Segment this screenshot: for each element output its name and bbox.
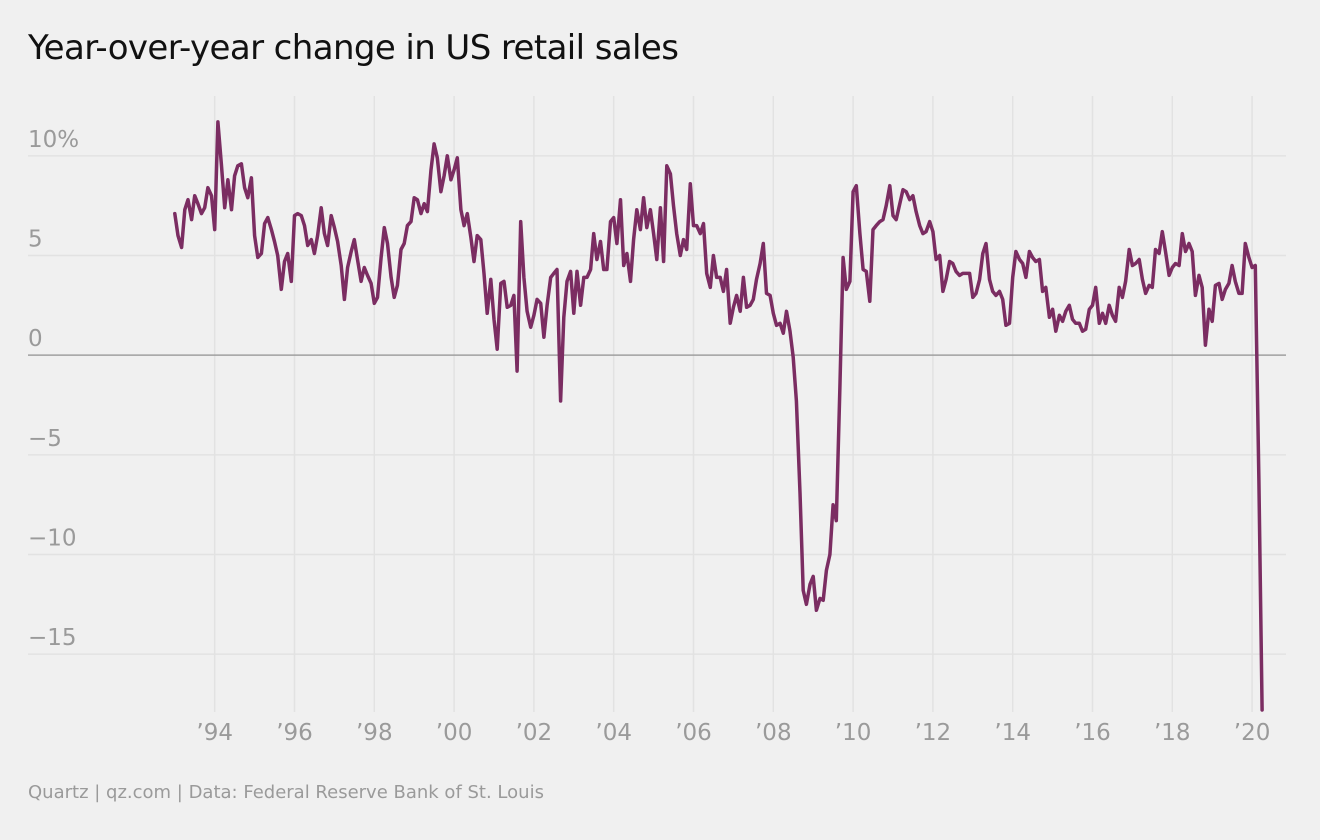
- y-tick-label: −5: [28, 426, 62, 452]
- chart-title: Year-over-year change in US retail sales: [28, 28, 679, 68]
- x-tick-label: ’94: [196, 720, 233, 746]
- y-tick-label: 0: [28, 326, 43, 352]
- x-tick-label: ’10: [835, 720, 872, 746]
- x-tick-label: ’08: [755, 720, 792, 746]
- x-tick-label: ’06: [675, 720, 712, 746]
- y-tick-label: 10%: [28, 127, 79, 153]
- y-tick-label: −10: [28, 526, 77, 552]
- x-tick-label: ’20: [1234, 720, 1271, 746]
- x-tick-label: ’02: [516, 720, 553, 746]
- series-line: [173, 120, 1264, 712]
- x-tick-label: ’14: [994, 720, 1031, 746]
- series-lines: [173, 120, 1264, 712]
- y-axis-ticks: 10% 5 0 −5 −10 −15: [28, 127, 79, 651]
- x-tick-label: ’98: [356, 720, 393, 746]
- gridlines: [28, 96, 1286, 712]
- x-tick-label: ’00: [436, 720, 473, 746]
- x-tick-label: ’18: [1154, 720, 1191, 746]
- x-tick-label: ’04: [595, 720, 632, 746]
- x-tick-label: ’12: [915, 720, 952, 746]
- line-chart: 10% 5 0 −5 −10 −15 ’94 ’96 ’98 ’00 ’02 ’04 ’06 ’08 ’1…: [28, 96, 1286, 746]
- y-tick-label: −15: [28, 625, 77, 651]
- x-axis-ticks: ’94 ’96 ’98 ’00 ’02 ’04 ’06 ’08 ’10 ’12 ’14 ’16 ’18 ’…: [196, 720, 1270, 746]
- source-credit: Quartz | qz.com | Data: Federal Reserve …: [28, 782, 544, 803]
- y-tick-label: 5: [28, 227, 43, 253]
- x-tick-label: ’16: [1074, 720, 1111, 746]
- x-tick-label: ’96: [276, 720, 313, 746]
